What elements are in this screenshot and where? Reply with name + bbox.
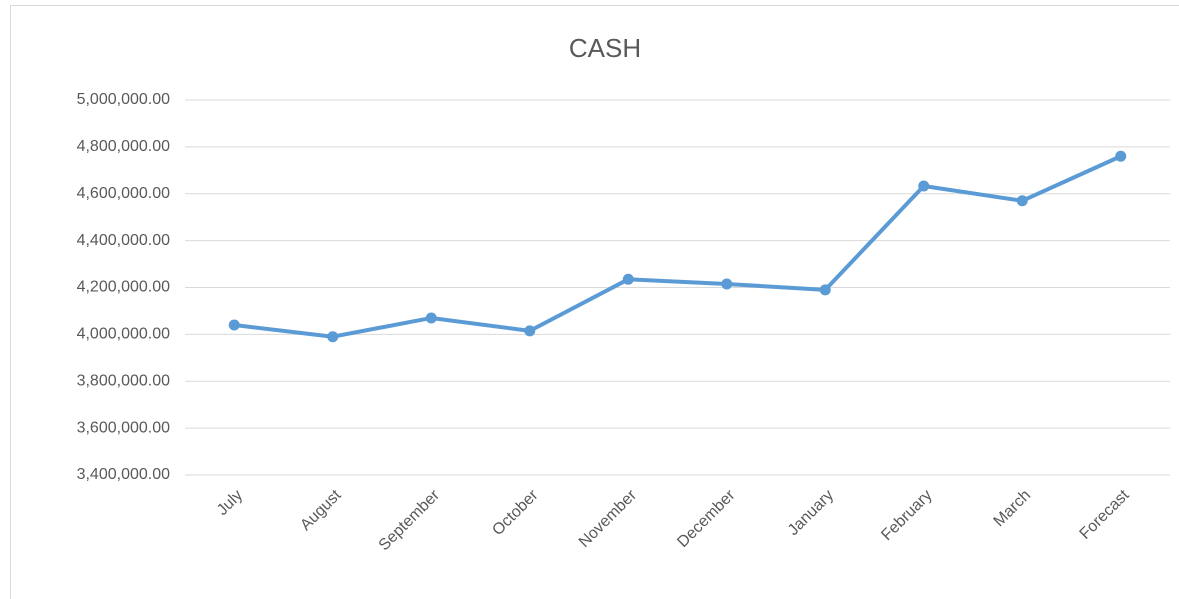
data-point [819,284,831,296]
y-tick-label: 3,600,000.00 [77,419,171,436]
data-point [622,273,634,285]
data-point [327,331,339,343]
y-tick-label: 4,200,000.00 [77,279,171,296]
data-point [425,312,437,324]
chart-frame [10,5,1179,599]
y-tick-label: 4,600,000.00 [77,185,171,202]
y-tick-label: 4,800,000.00 [77,138,171,155]
data-point [228,319,240,331]
data-point [721,278,733,290]
y-tick-label: 5,000,000.00 [77,91,171,108]
data-point [1115,150,1127,162]
chart-title: CASH [569,33,641,63]
data-point [918,180,930,192]
y-tick-label: 4,000,000.00 [77,326,171,343]
series-line [234,154,1122,339]
data-point [524,325,536,337]
y-tick-label: 3,800,000.00 [77,372,171,389]
y-tick-label: 4,400,000.00 [77,232,171,249]
y-tick-label: 3,400,000.00 [77,466,171,483]
data-point [1016,195,1028,207]
